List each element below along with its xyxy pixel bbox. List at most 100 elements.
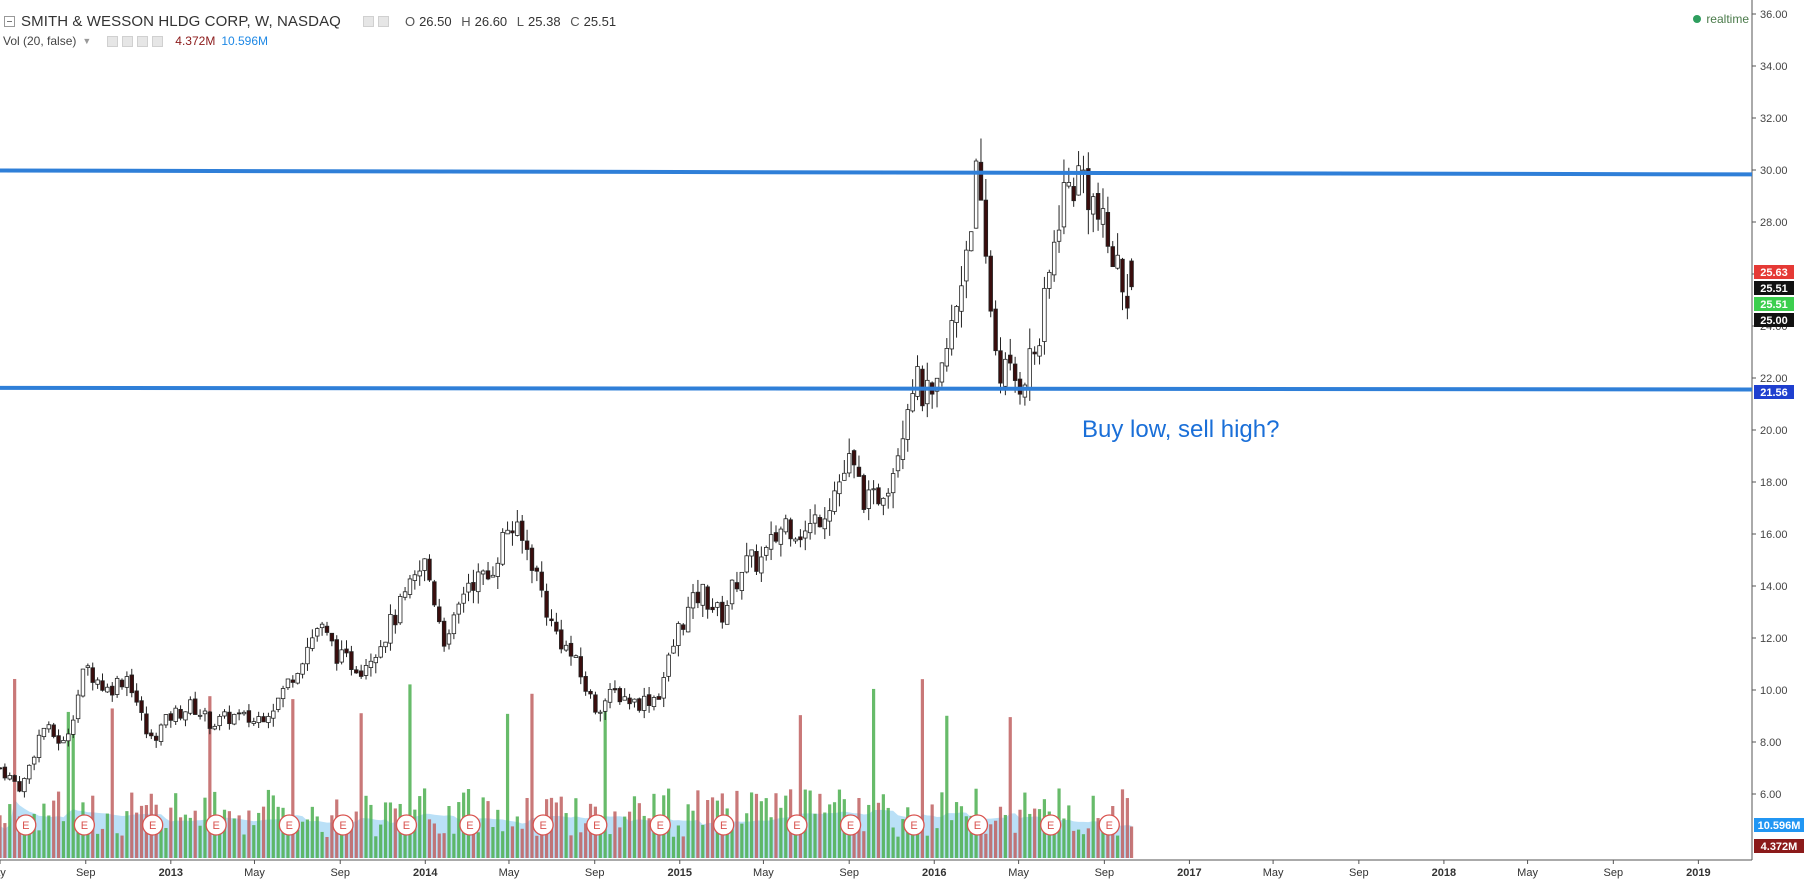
price-label-bg	[1754, 281, 1794, 295]
candle-body	[886, 492, 891, 497]
volume-bar	[1023, 792, 1027, 858]
chevron-down-icon[interactable]: ▼	[82, 36, 92, 46]
candle-body	[944, 348, 950, 367]
volume-value: 4.372M	[175, 34, 216, 48]
volume-bar	[671, 836, 676, 858]
price-label-bg	[1754, 297, 1794, 311]
candle-body	[544, 590, 549, 618]
volume-label: 4.372M	[1761, 841, 1798, 853]
volume-bar	[257, 812, 261, 858]
candle-body	[17, 781, 22, 792]
candle-body	[446, 633, 452, 645]
settings-icon[interactable]	[122, 35, 134, 47]
volume-bar	[1018, 809, 1022, 858]
volume-bar	[774, 793, 778, 858]
candle-body	[715, 602, 720, 608]
candle-body	[12, 775, 17, 782]
volume-bar	[510, 826, 515, 858]
volume-bar	[115, 833, 119, 858]
volume-bar	[354, 811, 358, 858]
volume-bar	[749, 792, 754, 858]
candle-body	[427, 558, 432, 581]
candle-body	[202, 710, 208, 715]
candle-body	[324, 625, 330, 633]
candle-body	[56, 735, 61, 744]
volume-bar	[964, 816, 968, 858]
candle-body	[319, 623, 325, 629]
candle-body	[705, 586, 710, 610]
candle-body	[861, 475, 867, 510]
candle-body	[1086, 168, 1091, 211]
candle-body	[163, 714, 169, 726]
add-icon[interactable]	[137, 35, 149, 47]
volume-bar	[984, 833, 988, 858]
candle-body	[695, 591, 701, 604]
y-tick-label: 14.00	[1760, 581, 1788, 593]
volume-indicator-label[interactable]: Vol (20, false)	[3, 34, 77, 48]
volume-bar	[130, 792, 134, 858]
candle-body	[2, 766, 8, 779]
candle-body	[402, 591, 408, 598]
volume-bar	[1081, 834, 1086, 858]
candle-body	[1100, 208, 1106, 225]
volume-bar	[471, 824, 476, 858]
volume-bar	[344, 818, 349, 858]
candle-body	[315, 628, 320, 637]
volume-bar	[393, 808, 397, 858]
price-label: 25.00	[1760, 315, 1788, 327]
eye-icon[interactable]	[362, 15, 374, 27]
candle-body	[36, 734, 42, 758]
volume-bar	[359, 713, 363, 858]
volume-bar	[183, 814, 188, 858]
price-label: 25.51	[1760, 283, 1788, 295]
volume-bar	[422, 788, 427, 858]
volume-bar	[1003, 814, 1007, 858]
candle-body	[832, 490, 837, 512]
volume-bar	[530, 693, 534, 858]
candle-body	[910, 393, 915, 412]
candle-body	[334, 639, 339, 664]
earnings-marker-icon	[459, 814, 481, 836]
volume-bar	[164, 827, 168, 858]
x-tick-label: Sep	[1604, 867, 1624, 879]
earnings-marker-label: E	[720, 820, 727, 832]
eye-icon[interactable]	[107, 35, 119, 47]
volume-bar	[623, 816, 627, 858]
candle-body	[290, 679, 296, 683]
candle-body	[642, 695, 647, 711]
earnings-marker-label: E	[657, 820, 664, 832]
candle-body	[578, 656, 583, 678]
collapse-icon[interactable]	[4, 15, 15, 27]
candle-body	[275, 697, 281, 710]
earnings-marker-icon	[649, 814, 671, 836]
y-tick-label: 8.00	[1760, 737, 1781, 749]
candle-body	[256, 716, 261, 724]
volume-bar	[408, 684, 412, 858]
x-tick-label: 2017	[1177, 867, 1201, 879]
earnings-marker-icon	[205, 814, 227, 836]
candle-body	[114, 677, 120, 695]
volume-bar	[618, 827, 622, 858]
volume-bar	[120, 835, 124, 858]
candle-body	[720, 601, 725, 623]
candle-body	[529, 547, 535, 571]
candle-body	[549, 618, 554, 622]
volume-bar	[740, 823, 744, 858]
volume-bar	[300, 821, 305, 858]
candle-body	[607, 688, 613, 703]
settings-icon[interactable]	[377, 15, 389, 27]
status-dot-icon	[1693, 15, 1702, 23]
candle-body	[1066, 181, 1072, 187]
earnings-marker-label: E	[149, 820, 156, 832]
candle-body	[207, 711, 213, 729]
x-tick-label: May	[753, 867, 774, 879]
volume-bar	[608, 834, 612, 858]
close-icon[interactable]	[152, 35, 164, 47]
earnings-marker-icon	[142, 814, 164, 836]
volume-bar	[0, 815, 2, 858]
volume-bar	[915, 834, 920, 858]
volume-bar	[266, 789, 271, 858]
x-tick-label: ay	[0, 867, 6, 879]
candle-body	[66, 733, 71, 742]
